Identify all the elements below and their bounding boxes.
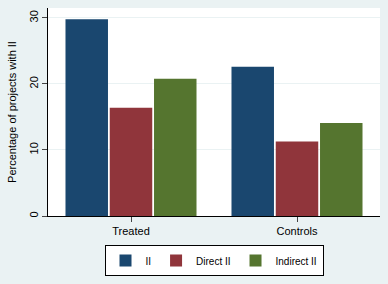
svg-text:Controls: Controls xyxy=(277,225,318,237)
svg-text:II: II xyxy=(146,256,152,267)
svg-text:Treated: Treated xyxy=(112,225,150,237)
svg-text:Percentage of projects with II: Percentage of projects with II xyxy=(6,41,18,183)
svg-text:0: 0 xyxy=(28,211,40,217)
svg-text:20: 20 xyxy=(28,76,40,88)
svg-text:Direct II: Direct II xyxy=(196,256,230,267)
svg-text:10: 10 xyxy=(28,142,40,154)
svg-text:Indirect II: Indirect II xyxy=(276,256,317,267)
svg-text:30: 30 xyxy=(28,10,40,22)
